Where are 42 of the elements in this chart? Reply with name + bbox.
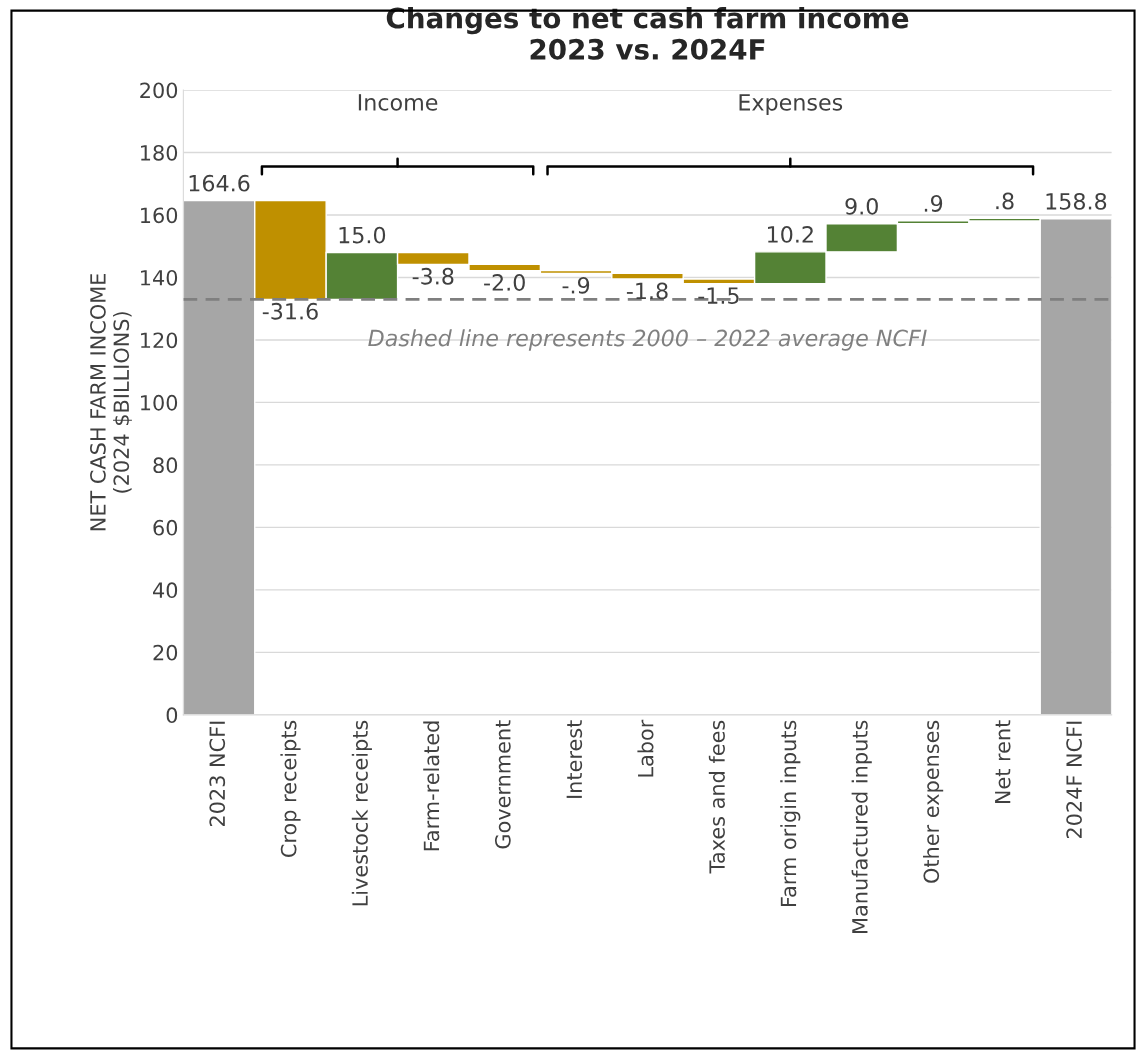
data-label: .8 — [996, 192, 1014, 210]
data-label: 164.6 — [189, 174, 250, 192]
y-axis-title: NET CASH FARM INCOME (2024 $BILLIONS) — [90, 273, 132, 531]
x-tick-label: Interest — [566, 720, 583, 798]
y-tick-label: 80 — [153, 457, 178, 474]
y-tick-label: 120 — [141, 332, 178, 349]
data-label: -1.5 — [698, 287, 739, 305]
x-tick-label: Net rent — [995, 720, 1011, 804]
x-tick-label: Taxes and fees — [708, 720, 725, 874]
x-tick-label: Farm origin inputs — [780, 720, 801, 906]
data-label: 9.0 — [845, 197, 878, 215]
y-tick-label: 100 — [141, 394, 178, 411]
x-tick-label: 2023 NCFI — [209, 721, 226, 827]
data-label: -3.8 — [412, 267, 454, 285]
y-tick-label: 60 — [153, 519, 178, 536]
annotation: Dashed line represents 2000 – 2022 average NCFI — [368, 329, 927, 351]
data-label: 10.2 — [768, 226, 813, 243]
data-label: -1.8 — [626, 282, 668, 300]
y-tick-label: 20 — [153, 644, 178, 661]
annotation: Income — [358, 94, 438, 111]
y-tick-label: 160 — [141, 207, 178, 224]
y-tick-label: 0 — [166, 707, 178, 724]
data-label: 15.0 — [339, 226, 386, 244]
x-tick-label: Livestock receipts — [351, 720, 372, 906]
y-tick-label: 40 — [153, 582, 178, 599]
x-tick-label: Other expenses — [923, 720, 944, 883]
x-tick-label: Government — [494, 720, 511, 849]
data-label: -31.6 — [262, 302, 318, 320]
y-tick-label: 200 — [140, 82, 178, 99]
x-tick-label: Labor — [637, 719, 654, 777]
data-label: -.9 — [562, 276, 590, 294]
x-tick-label: Farm-related — [423, 721, 440, 851]
data-label: 158.8 — [1046, 192, 1107, 210]
x-tick-label: Manufactured inputs — [851, 720, 872, 933]
data-label: .9 — [924, 195, 943, 212]
annotation: Expenses — [739, 94, 843, 116]
y-tick-label: 140 — [141, 269, 178, 286]
y-tick-label: 180 — [141, 144, 178, 161]
chart-title: Changes to net cash farm income 2023 vs. 2024F — [386, 7, 909, 60]
x-tick-label: Crop receipts — [280, 720, 301, 857]
x-tick-label: 2024F NCFI — [1066, 721, 1082, 839]
data-label: -2.0 — [484, 274, 525, 291]
